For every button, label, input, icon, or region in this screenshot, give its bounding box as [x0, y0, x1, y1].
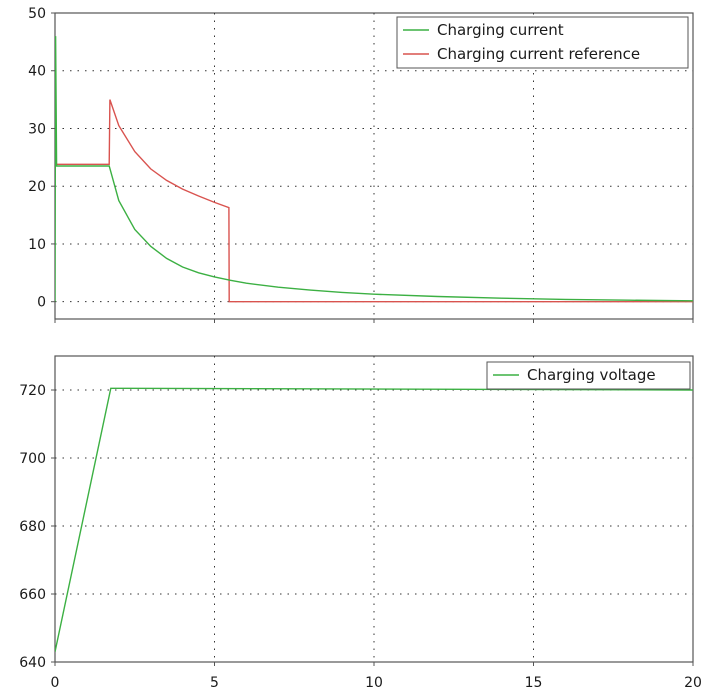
voltage-x-tick-label: 0: [51, 675, 60, 691]
voltage-y-tick-label: 720: [19, 383, 46, 399]
voltage-x-tick-label: 5: [210, 675, 219, 691]
current-y-tick-label: 0: [37, 295, 46, 311]
voltage-x-tick-label: 10: [365, 675, 383, 691]
voltage-legend-label: Charging voltage: [527, 366, 656, 384]
voltage-y-tick-label: 700: [19, 451, 46, 467]
current-legend-box: [396, 16, 689, 69]
current-y-tick-label: 30: [28, 121, 46, 137]
current-legend-label: Charging current: [437, 21, 564, 39]
voltage-y-tick-label: 640: [19, 655, 46, 671]
voltage-y-tick-label: 680: [19, 519, 46, 535]
voltage-x-tick-label: 15: [525, 675, 543, 691]
voltage-chart: 0 5 10 15 20 640 660 680 700 720 Charging voltage: [19, 355, 702, 691]
current-y-tick-label: 40: [28, 64, 46, 80]
current-series-charging-current: [55, 36, 693, 302]
current-y-tick-label: 10: [28, 237, 46, 253]
current-y-tick-label: 50: [28, 6, 46, 22]
voltage-y-tick-label: 660: [19, 587, 46, 603]
voltage-legend-box: [486, 361, 691, 390]
current-y-tick-label: 20: [28, 179, 46, 195]
current-legend-label: Charging current reference: [437, 45, 640, 63]
current-legend: Charging current Charging current referen…: [396, 16, 689, 69]
voltage-legend: Charging voltage: [486, 361, 691, 390]
current-series-charging-current-reference: [56, 99, 693, 303]
voltage-x-tick-label: 20: [684, 675, 702, 691]
